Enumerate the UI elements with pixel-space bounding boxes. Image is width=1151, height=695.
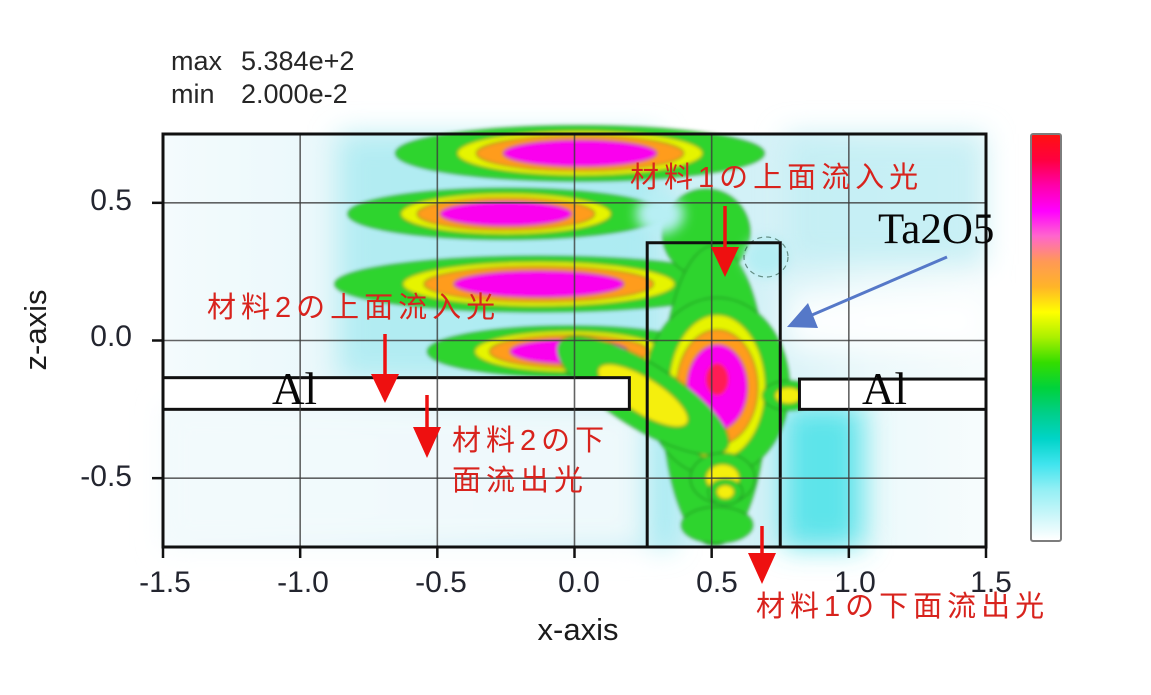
- contour-accents: [636, 194, 789, 278]
- annotation-material1-top-inflow: 材料1の上面流入光: [630, 162, 924, 194]
- x-tick-label: 1.0: [834, 566, 876, 599]
- x-tick-label: -0.5: [415, 566, 467, 599]
- min-value: 2.000e-2: [241, 79, 348, 109]
- annotation-line: 面流出光: [452, 465, 589, 497]
- max-label: max: [171, 46, 223, 76]
- axis-tick-marks: [152, 201, 988, 558]
- z-tick-label: 0.5: [90, 184, 132, 217]
- x-tick-label: 0.5: [696, 566, 738, 599]
- x-tick-label: -1.5: [139, 566, 191, 599]
- z-tick-label: 0.0: [90, 320, 132, 353]
- x-axis-label: x-axis: [537, 612, 619, 647]
- label-al-right: Al: [862, 364, 907, 414]
- z-axis-label: z-axis: [18, 289, 53, 371]
- label-al-left: Al: [272, 364, 317, 414]
- max-value: 5.384e+2: [241, 46, 355, 76]
- annotation-material1-bottom-outflow: 材料1の下面流出光: [756, 591, 1050, 623]
- max-readout: max 5.384e+2: [171, 45, 354, 78]
- field-intensity-heatmap: [152, 124, 988, 558]
- x-tick-label: 0.0: [558, 566, 600, 599]
- annotation-material2-top-inflow: 材料2の上面流入光: [207, 292, 501, 324]
- field-extrema-readout: max 5.384e+2 min 2.000e-2: [171, 45, 354, 111]
- grid-lines: [163, 134, 986, 547]
- colorbar: [1030, 133, 1062, 542]
- x-tick-label: -1.0: [277, 566, 329, 599]
- annotation-material2-bottom-outflow: 材料2の下 面流出光: [452, 421, 609, 501]
- label-ta2o5: Ta2O5: [878, 206, 995, 253]
- annotation-line: 材料2の下: [452, 425, 610, 457]
- z-tick-label: -0.5: [80, 460, 132, 493]
- x-tick-label: 1.5: [970, 566, 1012, 599]
- min-label: min: [171, 79, 215, 109]
- min-readout: min 2.000e-2: [171, 78, 354, 111]
